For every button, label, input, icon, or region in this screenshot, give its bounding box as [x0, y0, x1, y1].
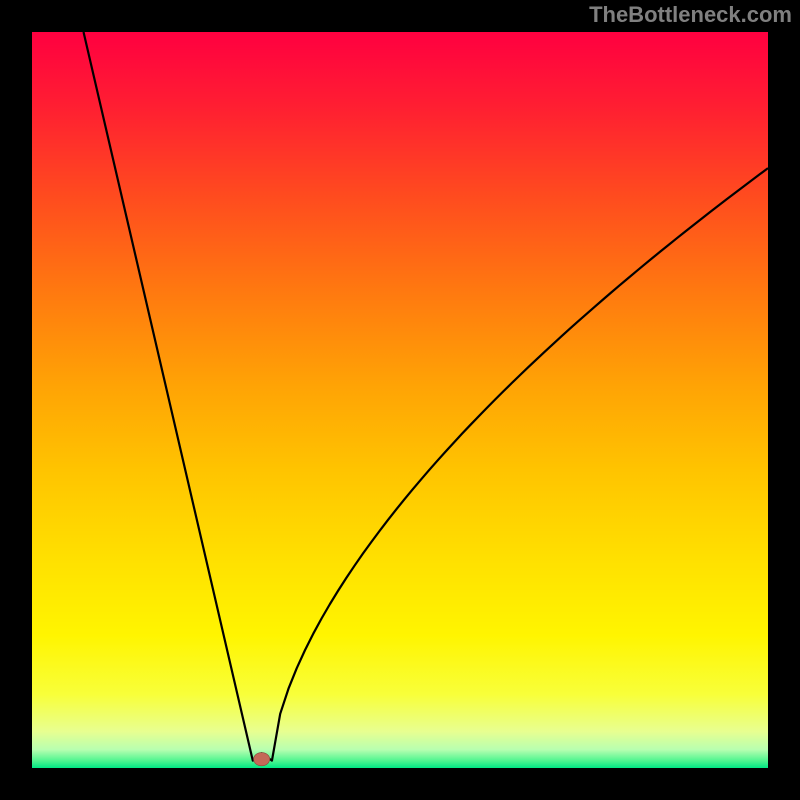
chart-container: TheBottleneck.com — [0, 0, 800, 800]
gradient-background — [32, 32, 768, 768]
watermark-text: TheBottleneck.com — [589, 2, 792, 28]
minimum-marker — [254, 753, 270, 766]
plot-area — [32, 32, 768, 768]
plot-svg — [32, 32, 768, 768]
